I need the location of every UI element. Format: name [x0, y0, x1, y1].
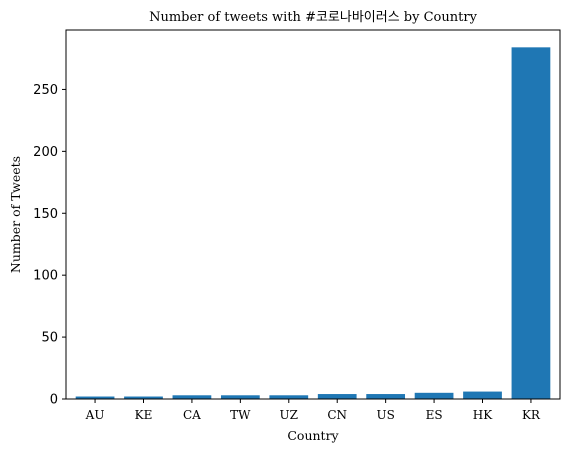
plot-area-frame	[65, 29, 561, 400]
bar-ca	[172, 395, 212, 399]
bars-group	[75, 47, 551, 399]
bar-us	[366, 394, 406, 399]
bar-ke	[124, 396, 163, 399]
x-tick-label: ES	[426, 408, 443, 422]
y-tick-label: 100	[33, 269, 58, 284]
x-tick-label: CA	[183, 408, 201, 422]
y-tick-label: 250	[33, 83, 58, 98]
bar-hk	[463, 391, 502, 399]
bar-tw	[220, 395, 260, 399]
x-axis-ticks: AU KE CA TW UZ CN US ES HK KR	[85, 399, 541, 422]
x-tick-label: AU	[85, 408, 105, 422]
x-tick-label: HK	[473, 408, 493, 422]
y-tick-label: 50	[41, 331, 58, 346]
y-axis-ticks: 0 50 100 150 200 250	[33, 83, 66, 408]
x-tick-label: KR	[522, 408, 541, 422]
x-tick-label: US	[376, 408, 394, 422]
y-tick-label: 0	[50, 393, 58, 408]
x-axis-label: Country	[287, 428, 339, 443]
x-tick-label: CN	[327, 408, 347, 422]
y-tick-label: 150	[33, 207, 58, 222]
x-tick-label: KE	[135, 408, 153, 422]
y-tick-label: 200	[33, 145, 58, 160]
bar-cn	[317, 394, 357, 399]
bar-uz	[269, 395, 309, 399]
x-tick-label: TW	[230, 408, 251, 422]
x-tick-label: UZ	[280, 408, 298, 422]
bar-au	[75, 396, 115, 399]
chart-title: Number of tweets with #코로나바이러스 by Countr…	[149, 10, 477, 25]
bar-es	[414, 392, 454, 399]
y-axis-label: Number of Tweets	[8, 156, 23, 273]
bar-kr	[511, 47, 551, 399]
